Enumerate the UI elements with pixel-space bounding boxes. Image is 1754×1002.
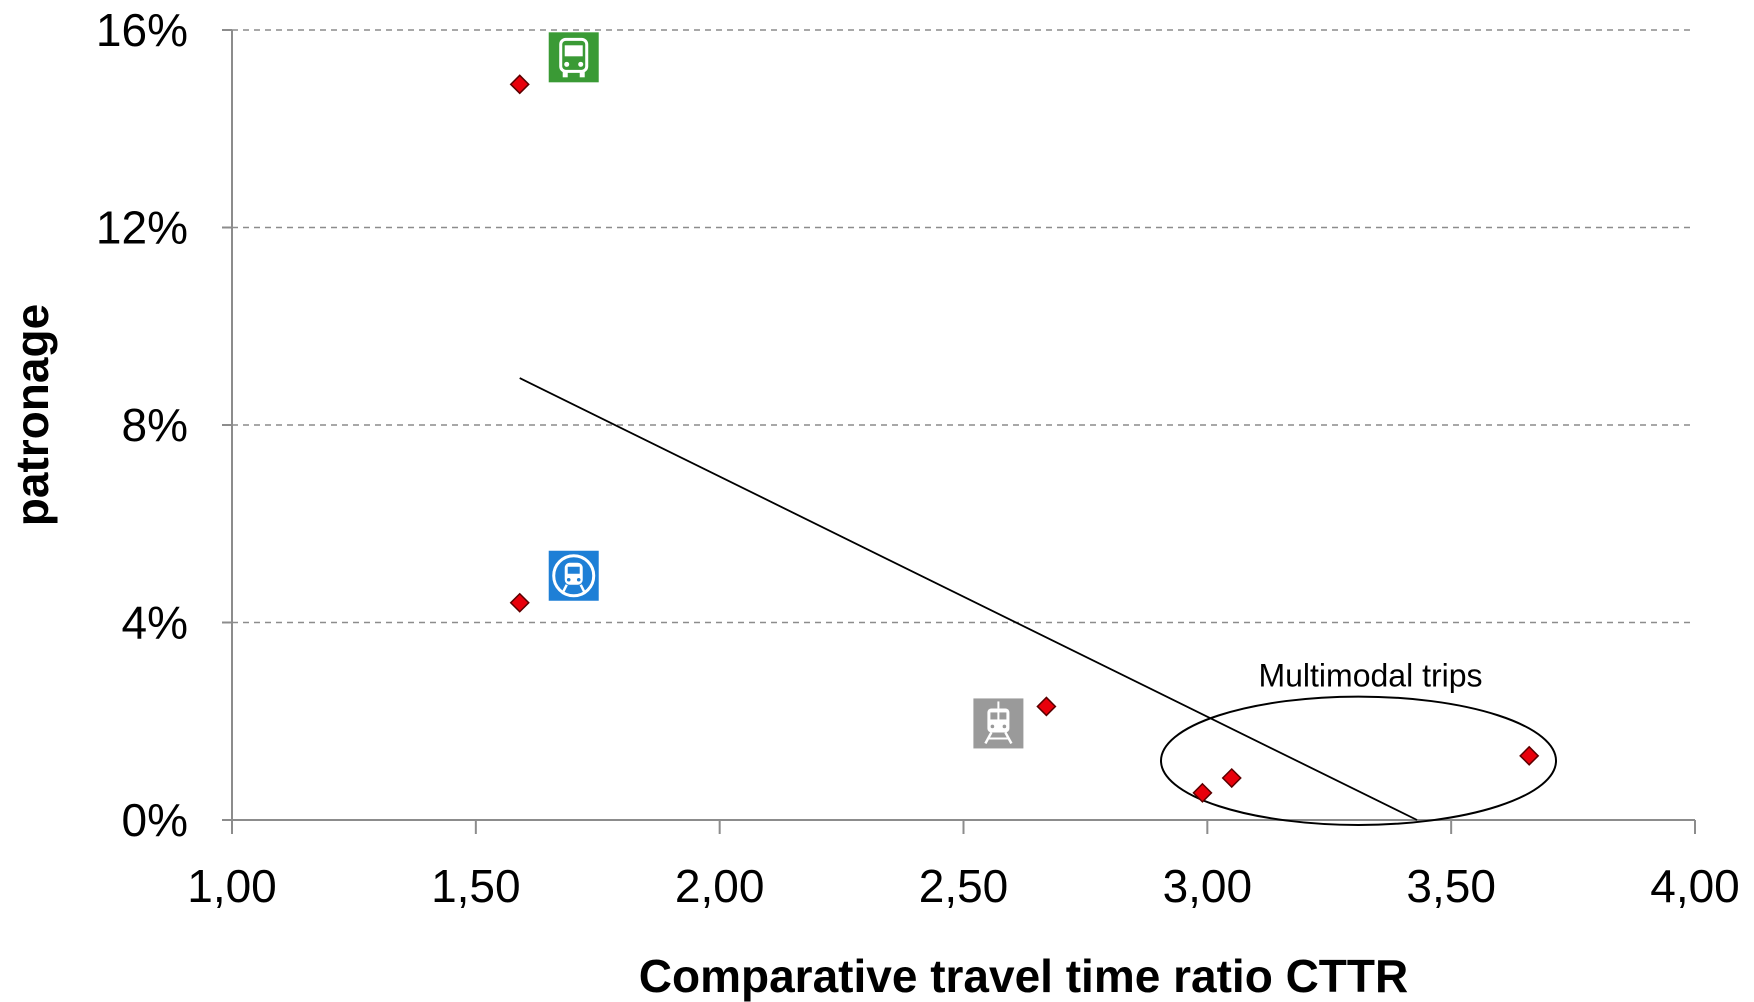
y-tick-label: 16% (96, 4, 188, 56)
data-point (1192, 782, 1213, 803)
data-point (1519, 745, 1540, 766)
y-tick-label: 0% (122, 794, 188, 846)
x-tick-label: 4,00 (1650, 860, 1740, 912)
y-axis-title: patronage (6, 304, 58, 526)
trendline (519, 377, 1418, 821)
annotation-label: Multimodal trips (1258, 658, 1482, 694)
data-points (509, 74, 1540, 803)
axes (222, 29, 1696, 834)
trendline-group (519, 377, 1418, 821)
train-icon (973, 698, 1024, 749)
annotation-group: Multimodal trips (1160, 658, 1558, 826)
mode-icons (548, 32, 1024, 749)
multimodal-ellipse (1160, 695, 1558, 826)
y-tick-label: 4% (122, 597, 188, 649)
x-tick-label: 3,50 (1406, 860, 1496, 912)
data-point (509, 592, 530, 613)
y-tick-label: 8% (122, 399, 188, 451)
x-tick-label: 2,50 (919, 860, 1009, 912)
data-point (1221, 767, 1242, 789)
bus-icon (548, 32, 599, 83)
data-point (509, 74, 530, 95)
metro-icon (548, 550, 599, 601)
y-tick-label: 12% (96, 202, 188, 254)
tick-labels: 0% 4% 8% 12% 16% 1,00 1,50 2,00 2,50 3,00 3,50 4,00 (96, 4, 1740, 912)
x-tick-label: 1,00 (187, 860, 277, 912)
x-axis-title: Comparative travel time ratio CTTR (639, 950, 1408, 1002)
gridlines (232, 29, 1695, 624)
x-tick-label: 2,00 (675, 860, 765, 912)
x-tick-label: 3,00 (1163, 860, 1253, 912)
x-tick-label: 1,50 (431, 860, 521, 912)
data-point (1036, 696, 1057, 717)
